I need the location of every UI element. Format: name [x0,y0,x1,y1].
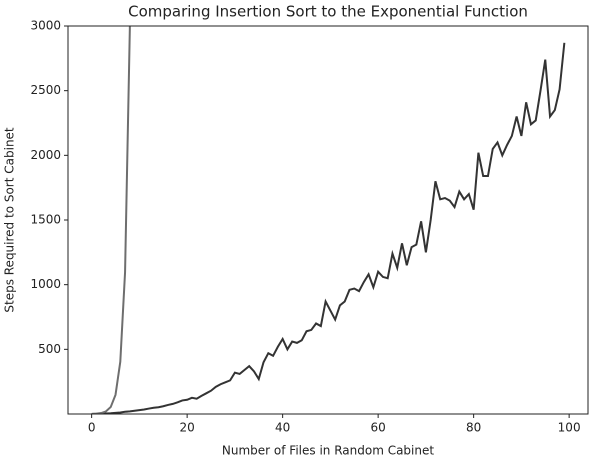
y-tick-label: 2500 [30,83,61,97]
y-axis-label: Steps Required to Sort Cabinet [3,127,17,313]
series-line [91,26,131,414]
x-tick-label: 20 [179,421,194,435]
x-tick-label: 40 [275,421,290,435]
plot-area [91,26,566,414]
series-line [91,42,566,414]
plot-frame [67,25,589,415]
x-tick-label: 100 [558,421,581,435]
y-tick-label: 3000 [30,19,61,33]
y-tick-label: 1500 [30,213,61,227]
y-tick-label: 1000 [30,277,61,291]
x-tick-label: 60 [370,421,385,435]
x-tick-label: 0 [88,421,96,435]
chart-title: Comparing Insertion Sort to the Exponent… [128,3,528,21]
x-axis-label: Number of Files in Random Cabinet [222,444,434,458]
x-tick-label: 80 [466,421,481,435]
y-tick-label: 500 [38,342,61,356]
y-tick-label: 2000 [30,148,61,162]
